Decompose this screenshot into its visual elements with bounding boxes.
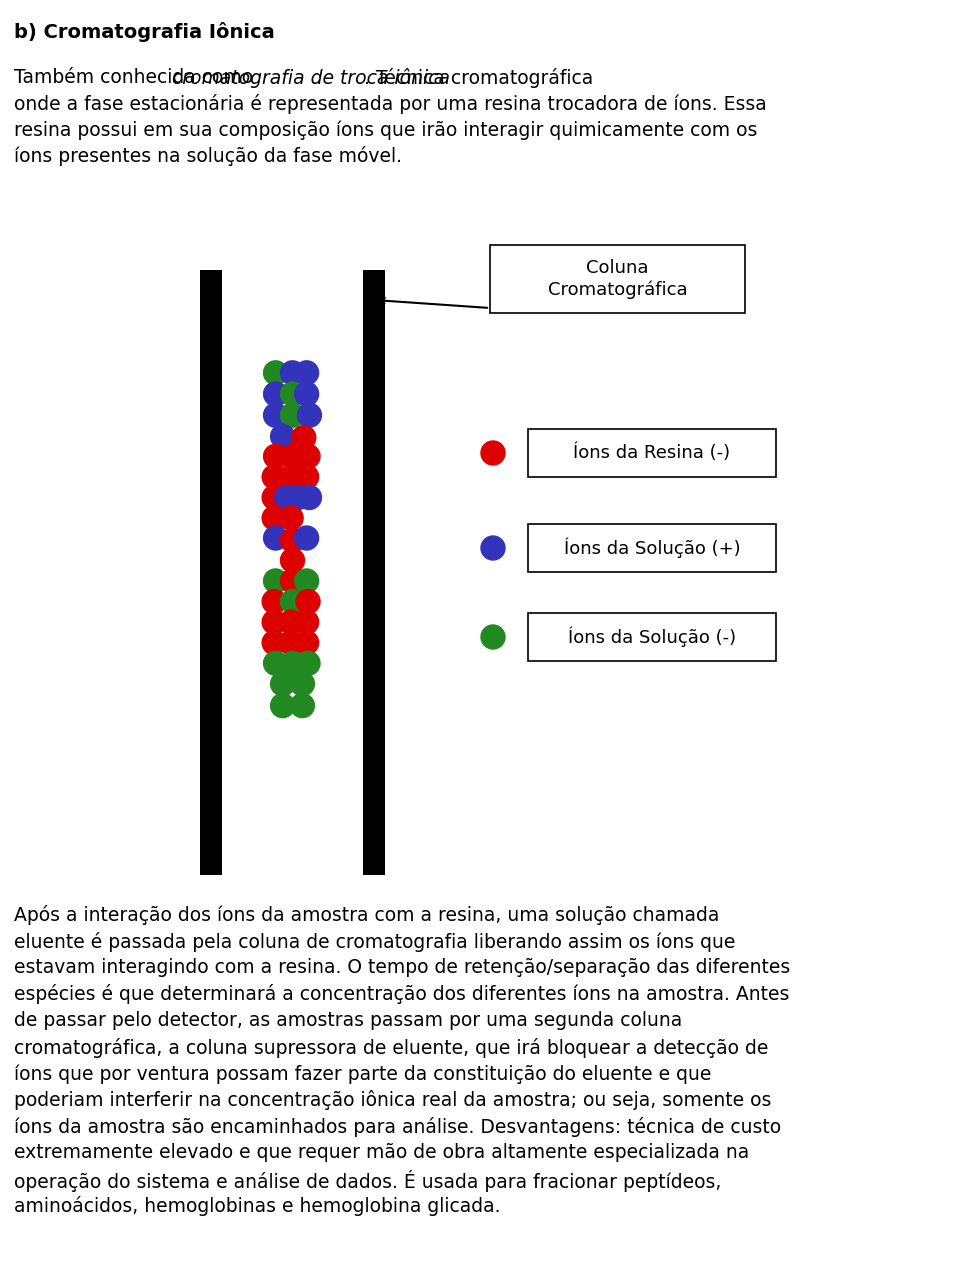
Text: b) Cromatografia Iônica: b) Cromatografia Iônica [14, 21, 275, 42]
Text: extremamente elevado e que requer mão de obra altamente especializada na: extremamente elevado e que requer mão de… [14, 1144, 749, 1163]
Text: íons da amostra são encaminhados para análise. Desvantagens: técnica de custo: íons da amostra são encaminhados para an… [14, 1117, 781, 1138]
Circle shape [295, 360, 319, 384]
Circle shape [280, 445, 304, 469]
Bar [528, 428, 776, 477]
Text: cromatografia de troca iônica: cromatografia de troca iônica [172, 68, 450, 88]
Circle shape [264, 651, 288, 675]
Circle shape [295, 465, 319, 489]
Circle shape [298, 485, 322, 509]
Text: poderiam interferir na concentração iônica real da amostra; ou seja, somente os: poderiam interferir na concentração iôni… [14, 1091, 772, 1111]
Circle shape [296, 445, 320, 469]
Circle shape [295, 569, 319, 593]
Circle shape [271, 694, 295, 718]
Text: Íons da Solução (-): Íons da Solução (-) [568, 627, 736, 647]
Circle shape [481, 441, 505, 465]
Circle shape [279, 611, 303, 635]
Circle shape [262, 589, 286, 613]
Bar [528, 613, 776, 661]
Circle shape [275, 485, 299, 509]
Text: Íons da Solução (+): Íons da Solução (+) [564, 537, 740, 559]
Circle shape [296, 651, 320, 675]
Circle shape [264, 382, 288, 406]
Bar [490, 245, 745, 313]
Circle shape [262, 631, 286, 655]
Text: de passar pelo detector, as amostras passam por uma segunda coluna: de passar pelo detector, as amostras pas… [14, 1011, 683, 1030]
Text: . Técnica cromatográfica: . Técnica cromatográfica [364, 68, 592, 88]
Circle shape [262, 485, 286, 509]
Circle shape [280, 360, 304, 384]
Text: Após a interação dos íons da amostra com a resina, uma solução chamada: Após a interação dos íons da amostra com… [14, 905, 719, 925]
Text: Também conhecida como: Também conhecida como [14, 68, 259, 87]
Circle shape [298, 403, 322, 427]
Circle shape [264, 445, 288, 469]
Circle shape [279, 506, 303, 530]
Circle shape [280, 549, 304, 573]
Circle shape [264, 569, 288, 593]
Circle shape [295, 526, 319, 550]
Circle shape [279, 465, 303, 489]
Text: estavam interagindo com a resina. O tempo de retenção/separação das diferentes: estavam interagindo com a resina. O temp… [14, 958, 790, 977]
Circle shape [262, 611, 286, 635]
Circle shape [262, 506, 286, 530]
Circle shape [271, 672, 295, 695]
Circle shape [286, 485, 310, 509]
Circle shape [262, 465, 286, 489]
Bar [200, 270, 222, 875]
Circle shape [295, 382, 319, 406]
Circle shape [271, 425, 295, 449]
Text: aminoácidos, hemoglobinas e hemoglobina glicada.: aminoácidos, hemoglobinas e hemoglobina … [14, 1197, 500, 1216]
Text: eluente é passada pela coluna de cromatografia liberando assim os íons que: eluente é passada pela coluna de cromato… [14, 932, 735, 952]
Text: Coluna
Cromatográfica: Coluna Cromatográfica [548, 259, 687, 298]
Text: íons que por ventura possam fazer parte da constituição do eluente e que: íons que por ventura possam fazer parte … [14, 1064, 711, 1083]
Text: onde a fase estacionária é representada por uma resina trocadora de íons. Essa: onde a fase estacionária é representada … [14, 94, 767, 114]
Bar [528, 525, 776, 573]
Text: cromatográfica, a coluna supressora de eluente, que irá bloquear a detecção de: cromatográfica, a coluna supressora de e… [14, 1038, 768, 1058]
Circle shape [264, 360, 288, 384]
Circle shape [295, 631, 319, 655]
Circle shape [264, 403, 288, 427]
Circle shape [280, 651, 304, 675]
Circle shape [292, 426, 316, 450]
Circle shape [280, 528, 304, 552]
Circle shape [295, 611, 319, 635]
Circle shape [279, 631, 303, 655]
Bar [363, 270, 385, 875]
Text: íons presentes na solução da fase móvel.: íons presentes na solução da fase móvel. [14, 147, 402, 166]
Text: espécies é que determinará a concentração dos diferentes íons na amostra. Antes: espécies é que determinará a concentraçã… [14, 985, 789, 1005]
Circle shape [481, 536, 505, 560]
Text: operação do sistema e análise de dados. É usada para fracionar peptídeos,: operação do sistema e análise de dados. … [14, 1170, 721, 1192]
Circle shape [280, 382, 304, 406]
Circle shape [290, 672, 314, 695]
Circle shape [481, 624, 505, 648]
Circle shape [280, 569, 304, 593]
Circle shape [280, 589, 304, 613]
Circle shape [264, 526, 288, 550]
Circle shape [290, 694, 314, 718]
Text: Íons da Resina (-): Íons da Resina (-) [573, 444, 731, 463]
Text: resina possui em sua composição íons que irão interagir quimicamente com os: resina possui em sua composição íons que… [14, 120, 757, 139]
Circle shape [280, 403, 304, 427]
Circle shape [296, 589, 320, 613]
